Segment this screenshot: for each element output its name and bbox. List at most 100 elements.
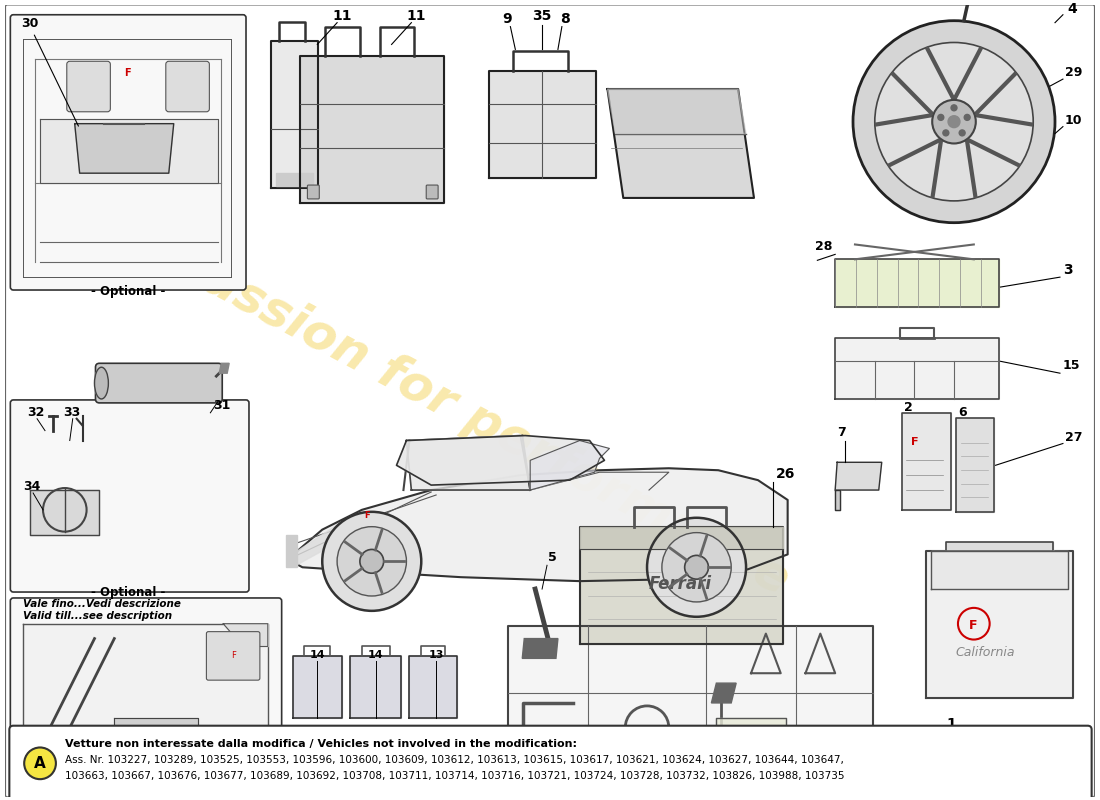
FancyBboxPatch shape: [96, 363, 222, 403]
Polygon shape: [835, 259, 999, 307]
Text: A: A: [34, 756, 46, 771]
Polygon shape: [114, 718, 198, 747]
Text: 13: 13: [416, 769, 431, 779]
Polygon shape: [956, 418, 993, 512]
Ellipse shape: [95, 367, 109, 399]
Polygon shape: [293, 656, 342, 718]
Text: Vetture non interessate dalla modifica / Vehicles not involved in the modificati: Vetture non interessate dalla modifica /…: [65, 739, 576, 750]
Text: 13: 13: [428, 650, 443, 660]
FancyBboxPatch shape: [10, 726, 1091, 800]
Text: 16: 16: [122, 784, 136, 794]
Text: F: F: [912, 438, 918, 447]
Text: 22: 22: [199, 775, 212, 785]
Polygon shape: [23, 767, 204, 775]
Text: 6: 6: [958, 406, 967, 418]
FancyBboxPatch shape: [10, 598, 282, 790]
Text: 14: 14: [367, 650, 384, 660]
Text: F: F: [231, 651, 235, 660]
Text: 20: 20: [150, 775, 163, 785]
Text: 3: 3: [1063, 263, 1072, 277]
Circle shape: [938, 114, 944, 120]
Text: 18: 18: [73, 775, 87, 785]
Text: 34: 34: [23, 480, 41, 493]
Text: 16: 16: [458, 769, 474, 779]
Text: F: F: [364, 510, 370, 520]
Polygon shape: [75, 124, 174, 173]
Polygon shape: [30, 490, 99, 534]
Polygon shape: [522, 638, 558, 658]
Text: 8: 8: [560, 12, 570, 26]
Text: 37: 37: [682, 787, 700, 800]
Text: 19: 19: [90, 775, 103, 785]
FancyBboxPatch shape: [67, 62, 110, 112]
Polygon shape: [946, 542, 1053, 551]
Text: 21: 21: [33, 775, 47, 785]
Text: 19: 19: [781, 774, 795, 784]
Polygon shape: [271, 42, 318, 188]
Text: 2: 2: [903, 401, 912, 414]
Text: 31: 31: [213, 399, 231, 412]
Text: 27: 27: [1065, 430, 1082, 443]
FancyBboxPatch shape: [166, 62, 209, 112]
Polygon shape: [223, 624, 267, 646]
Text: F: F: [124, 68, 131, 78]
Polygon shape: [488, 71, 595, 178]
Text: 9: 9: [503, 12, 513, 26]
Polygon shape: [300, 56, 444, 203]
Circle shape: [932, 100, 976, 143]
Polygon shape: [607, 89, 746, 134]
Text: 12: 12: [356, 781, 372, 791]
Polygon shape: [607, 89, 754, 198]
Text: 23: 23: [538, 774, 552, 784]
Polygon shape: [926, 551, 1072, 698]
Text: passion for performance: passion for performance: [164, 237, 797, 604]
Text: 14: 14: [299, 769, 316, 779]
FancyBboxPatch shape: [10, 400, 249, 592]
Circle shape: [959, 130, 965, 136]
Polygon shape: [580, 526, 783, 550]
Polygon shape: [40, 118, 218, 183]
Text: 4: 4: [1067, 2, 1077, 16]
Text: 23: 23: [177, 775, 190, 785]
Text: 10: 10: [1065, 114, 1082, 126]
Polygon shape: [932, 551, 1068, 589]
Text: 14: 14: [356, 769, 372, 779]
Text: 21: 21: [610, 774, 625, 784]
Circle shape: [952, 105, 957, 110]
Text: 36: 36: [634, 774, 648, 784]
Text: 7: 7: [837, 426, 846, 438]
Polygon shape: [276, 173, 314, 186]
Text: 36: 36: [51, 775, 64, 785]
Text: 32: 32: [28, 406, 44, 418]
Polygon shape: [23, 624, 267, 772]
Text: 24: 24: [16, 775, 30, 785]
Polygon shape: [409, 656, 456, 718]
FancyBboxPatch shape: [307, 185, 319, 199]
Circle shape: [965, 114, 970, 120]
Text: 25: 25: [696, 774, 711, 784]
Polygon shape: [287, 522, 352, 567]
Text: F: F: [969, 618, 978, 632]
Text: California: California: [956, 646, 1015, 659]
FancyBboxPatch shape: [207, 632, 260, 680]
Polygon shape: [712, 683, 736, 703]
Polygon shape: [835, 338, 999, 399]
Circle shape: [360, 550, 384, 574]
Text: 29: 29: [1065, 66, 1082, 79]
Text: 17: 17: [739, 774, 754, 784]
Polygon shape: [530, 441, 609, 490]
Circle shape: [662, 533, 732, 602]
Polygon shape: [508, 626, 872, 772]
Text: 1: 1: [946, 717, 956, 730]
Text: 25: 25: [224, 775, 238, 785]
Text: 17: 17: [120, 775, 133, 785]
Text: - Optional -: - Optional -: [91, 285, 165, 298]
Circle shape: [24, 747, 56, 779]
Polygon shape: [902, 413, 952, 510]
Circle shape: [874, 42, 1033, 201]
Text: 33: 33: [63, 406, 80, 418]
Polygon shape: [396, 435, 605, 485]
Text: 11: 11: [406, 9, 426, 22]
Polygon shape: [580, 526, 783, 643]
Text: Ferrari: Ferrari: [649, 575, 713, 593]
